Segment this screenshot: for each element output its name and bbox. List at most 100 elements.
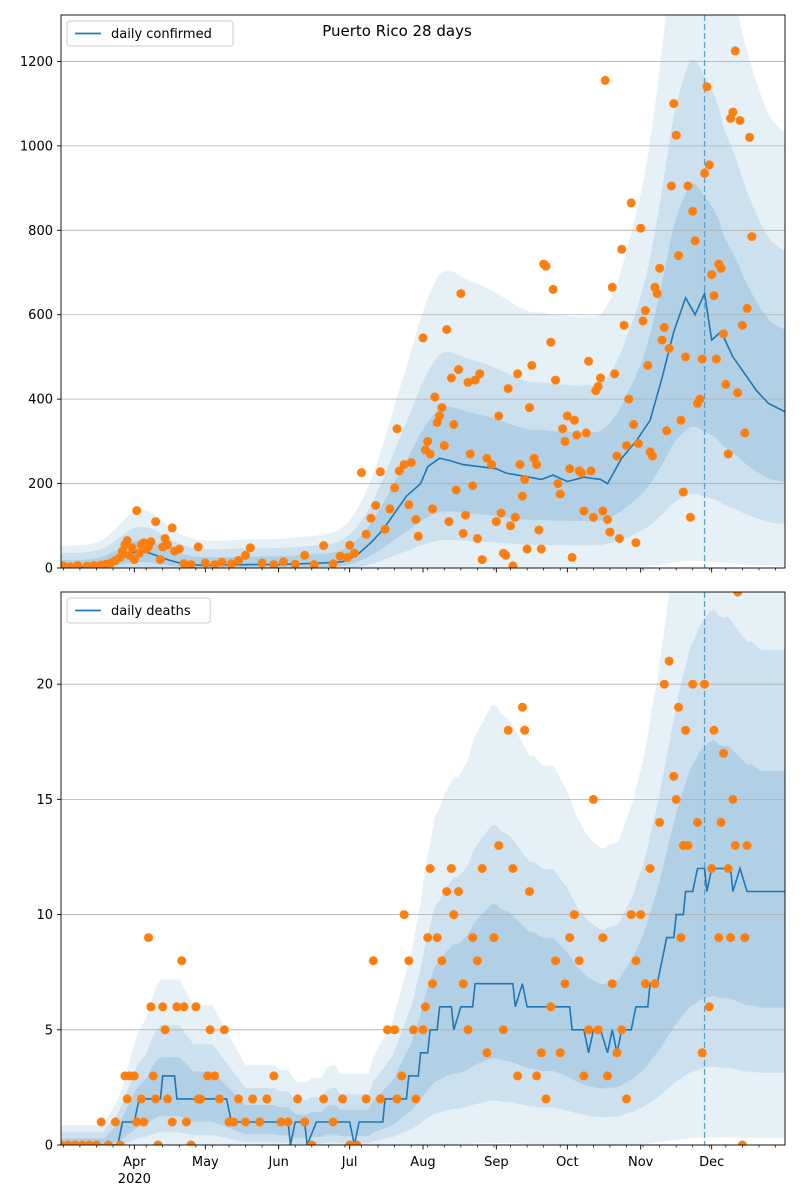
observed-point <box>619 320 629 330</box>
observed-point <box>666 181 676 191</box>
observed-point <box>375 1094 385 1104</box>
observed-point <box>700 168 710 178</box>
observed-point <box>697 1048 707 1058</box>
observed-point <box>472 956 482 966</box>
figure-title: Puerto Rico 28 days <box>322 22 472 40</box>
observed-point <box>626 910 636 920</box>
observed-point <box>229 1117 239 1127</box>
observed-point <box>472 534 482 543</box>
observed-point <box>300 550 310 560</box>
observed-point <box>714 933 724 943</box>
observed-point <box>707 864 717 873</box>
observed-point <box>385 504 395 514</box>
x-tick-label: Nov <box>628 1155 654 1170</box>
observed-point <box>148 1071 158 1081</box>
observed-point <box>659 322 669 332</box>
observed-point <box>179 1002 189 1012</box>
observed-point <box>463 377 473 387</box>
observed-point <box>659 679 669 689</box>
observed-point <box>319 1094 329 1104</box>
observed-point <box>335 551 345 561</box>
observed-point <box>134 548 144 558</box>
observed-point <box>664 656 674 666</box>
observed-point <box>439 441 449 451</box>
observed-point <box>664 344 674 353</box>
observed-point <box>158 1002 168 1012</box>
observed-point <box>203 1071 213 1081</box>
observed-point <box>77 1140 87 1145</box>
observed-point <box>361 1094 371 1104</box>
legend-label: daily deaths <box>111 604 191 619</box>
observed-point <box>186 1140 196 1145</box>
observed-point <box>290 559 300 568</box>
observed-point <box>186 560 196 568</box>
observed-point <box>482 1048 492 1058</box>
observed-point <box>200 558 210 568</box>
observed-point <box>411 1094 421 1104</box>
x-tick-label: May <box>192 1155 219 1170</box>
observed-point <box>574 956 584 966</box>
observed-point <box>132 1117 142 1127</box>
observed-point <box>525 887 534 896</box>
uncertainty-band <box>61 59 785 568</box>
observed-point <box>742 303 752 313</box>
y-tick-label: 5 <box>45 1023 53 1038</box>
observed-point <box>704 160 714 170</box>
observed-point <box>494 411 504 421</box>
x-tick-label: Oct <box>556 1155 578 1170</box>
observed-point <box>681 352 691 362</box>
observed-point <box>300 1117 310 1127</box>
observed-point <box>167 523 177 533</box>
observed-point <box>520 725 530 735</box>
observed-point <box>409 1025 418 1035</box>
observed-point <box>536 544 546 554</box>
observed-point <box>517 702 527 712</box>
observed-point <box>600 75 610 85</box>
observed-point <box>569 415 579 425</box>
observed-point <box>179 559 189 568</box>
observed-point <box>640 306 650 315</box>
observed-point <box>428 979 437 989</box>
x-tick-label: Aug <box>410 1155 435 1170</box>
y-tick-label: 600 <box>28 308 53 323</box>
observed-point <box>383 1025 392 1035</box>
observed-point <box>721 379 731 389</box>
observed-point <box>257 558 267 568</box>
observed-point <box>392 424 402 434</box>
observed-point <box>730 46 740 56</box>
observed-point <box>702 82 712 92</box>
observed-point <box>146 537 156 547</box>
observed-point <box>735 116 745 125</box>
observed-point <box>695 394 705 404</box>
observed-point <box>508 864 518 873</box>
observed-point <box>437 956 447 966</box>
observed-point <box>219 1025 229 1035</box>
observed-point <box>671 130 681 140</box>
legend-box <box>66 597 211 624</box>
observed-point <box>612 1048 622 1058</box>
observed-point <box>361 529 371 539</box>
observed-point <box>371 501 381 510</box>
observed-point <box>657 335 667 345</box>
observed-point <box>392 1094 402 1104</box>
observed-point <box>541 1094 551 1104</box>
observed-point <box>449 420 459 429</box>
observed-point <box>451 485 461 495</box>
observed-point <box>560 979 570 989</box>
observed-point <box>506 521 515 531</box>
legend-box <box>66 20 234 47</box>
observed-point <box>269 1071 279 1081</box>
observed-point <box>622 441 631 451</box>
observed-point <box>349 548 359 558</box>
observed-point <box>508 561 518 568</box>
observed-point <box>446 864 456 873</box>
observed-point <box>338 1094 348 1104</box>
observed-point <box>63 1140 73 1145</box>
observed-point <box>579 506 589 516</box>
observed-point <box>716 263 726 273</box>
observed-point <box>475 369 485 379</box>
observed-point <box>603 515 612 524</box>
observed-point <box>465 449 475 459</box>
observed-point <box>167 1117 177 1127</box>
